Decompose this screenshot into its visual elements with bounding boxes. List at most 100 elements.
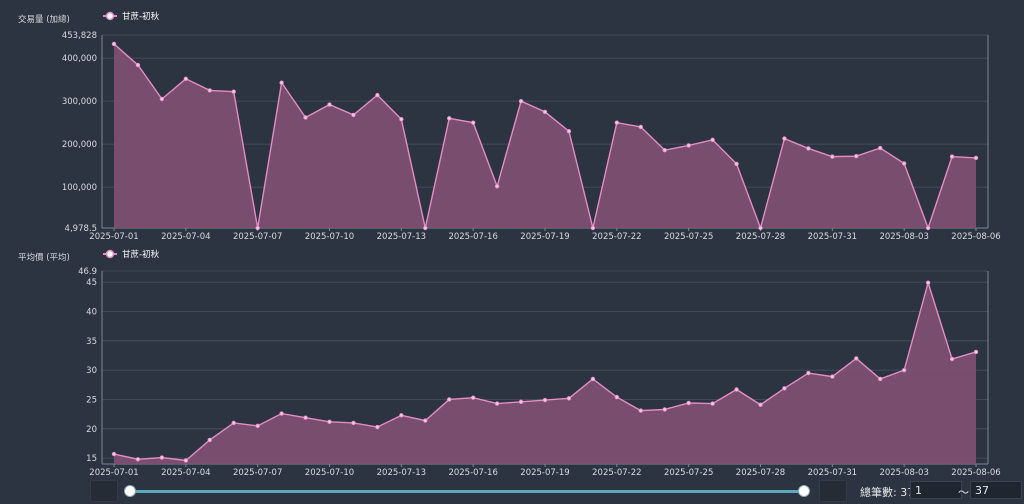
x-tick-label: 2025-07-25 bbox=[664, 232, 713, 242]
data-point bbox=[279, 80, 284, 85]
data-point bbox=[327, 102, 332, 107]
data-point bbox=[949, 154, 955, 159]
data-point bbox=[447, 116, 452, 121]
data-point bbox=[542, 397, 548, 403]
x-tick-label: 2025-07-10 bbox=[305, 232, 354, 242]
range-next-button[interactable] bbox=[819, 480, 847, 502]
data-point bbox=[111, 451, 117, 457]
x-tick-label: 2025-07-13 bbox=[377, 468, 426, 476]
x-tick-label: 2025-08-06 bbox=[951, 468, 1000, 476]
y-tick-label: 200,000 bbox=[62, 140, 97, 150]
range-end-handle[interactable] bbox=[798, 485, 810, 497]
data-point bbox=[518, 399, 524, 405]
x-tick-label: 2025-07-28 bbox=[736, 468, 785, 476]
y-tick-label: 20 bbox=[86, 425, 97, 435]
data-point bbox=[159, 455, 165, 460]
data-point bbox=[686, 143, 691, 148]
data-point bbox=[351, 112, 356, 118]
data-point bbox=[135, 457, 141, 462]
x-tick-label: 2025-08-03 bbox=[879, 232, 928, 242]
x-tick-label: 2025-07-22 bbox=[592, 232, 641, 242]
x-tick-label: 2025-07-19 bbox=[520, 232, 569, 242]
data-point bbox=[231, 420, 236, 426]
data-point bbox=[399, 117, 404, 122]
y-tick-label: 4,978.5 bbox=[65, 224, 97, 234]
data-point bbox=[303, 415, 308, 420]
x-tick-label: 2025-07-31 bbox=[808, 468, 857, 476]
x-tick-label: 2025-07-13 bbox=[377, 232, 426, 242]
data-point bbox=[710, 401, 715, 406]
data-point bbox=[973, 349, 979, 355]
data-point bbox=[518, 98, 524, 104]
data-point bbox=[111, 41, 117, 47]
legend-label: 甘蔗-初秋 bbox=[122, 249, 160, 260]
data-point bbox=[470, 395, 476, 400]
data-point bbox=[901, 367, 907, 373]
range-start-input[interactable] bbox=[910, 481, 962, 499]
data-point bbox=[925, 225, 931, 231]
y-tick-label: 25 bbox=[86, 395, 97, 405]
y-axis-title: 交易量 (加總) bbox=[18, 14, 70, 25]
data-point bbox=[494, 401, 500, 406]
x-tick-label: 2025-07-07 bbox=[233, 468, 282, 476]
data-point bbox=[470, 120, 476, 125]
data-point bbox=[782, 386, 787, 391]
charts-container: 交易量 (加總) 甘蔗-初秋 4,978.5 100,000 200,000 300,00… bbox=[18, 11, 1001, 476]
x-tick-label: 2025-07-25 bbox=[664, 468, 713, 476]
data-point bbox=[686, 400, 691, 406]
data-point bbox=[614, 120, 620, 125]
data-point bbox=[901, 161, 907, 166]
x-tick-label: 2025-07-28 bbox=[736, 232, 785, 242]
data-point bbox=[830, 154, 835, 159]
data-point bbox=[566, 129, 572, 134]
range-end-input[interactable] bbox=[970, 481, 1022, 499]
x-tick-label: 2025-07-04 bbox=[161, 232, 210, 242]
y-axis-title: 平均價 (平均) bbox=[18, 252, 70, 263]
data-point bbox=[638, 124, 643, 130]
data-point bbox=[854, 356, 859, 361]
data-point bbox=[423, 225, 428, 231]
y-tick-label: 400,000 bbox=[62, 54, 97, 64]
data-point bbox=[830, 374, 835, 379]
range-slider-track[interactable] bbox=[128, 490, 804, 493]
data-point bbox=[183, 76, 189, 81]
y-tick-label: 100,000 bbox=[62, 183, 97, 193]
series-area bbox=[114, 43, 976, 228]
x-tick-label: 2025-07-16 bbox=[448, 468, 497, 476]
data-point bbox=[255, 225, 260, 231]
data-point bbox=[734, 161, 739, 167]
data-point bbox=[303, 115, 308, 120]
x-tick-label: 2025-08-03 bbox=[879, 468, 928, 476]
legend-label: 甘蔗-初秋 bbox=[122, 11, 160, 22]
x-tick-label: 2025-07-10 bbox=[305, 468, 354, 476]
data-point bbox=[710, 137, 715, 143]
range-prev-button[interactable] bbox=[90, 480, 118, 502]
data-point bbox=[135, 62, 141, 68]
x-tick-label: 2025-08-06 bbox=[951, 232, 1000, 242]
data-point bbox=[662, 147, 667, 153]
data-point bbox=[854, 153, 859, 159]
data-point bbox=[399, 413, 404, 418]
chart-1: 交易量 (加總) 甘蔗-初秋 4,978.5 100,000 200,000 300,00… bbox=[18, 11, 1001, 242]
data-point bbox=[758, 402, 763, 407]
data-point bbox=[447, 397, 452, 402]
data-point bbox=[614, 394, 620, 400]
x-tick-label: 2025-07-22 bbox=[592, 468, 641, 476]
data-point bbox=[279, 411, 284, 416]
data-point bbox=[207, 437, 212, 443]
legend-marker bbox=[105, 11, 115, 21]
data-point bbox=[327, 419, 332, 424]
range-footer: 總筆數: 37 ～ bbox=[0, 476, 1024, 504]
range-start-handle[interactable] bbox=[124, 485, 136, 497]
data-point bbox=[375, 424, 380, 430]
x-tick-label: 2025-07-16 bbox=[448, 232, 497, 242]
range-separator: ～ bbox=[958, 486, 969, 499]
y-tick-label: 30 bbox=[86, 366, 97, 376]
y-tick-label: 300,000 bbox=[62, 97, 97, 107]
data-point bbox=[758, 225, 763, 231]
series-area bbox=[114, 282, 976, 464]
data-point bbox=[949, 356, 955, 362]
data-point bbox=[973, 155, 979, 161]
data-point bbox=[423, 418, 428, 423]
